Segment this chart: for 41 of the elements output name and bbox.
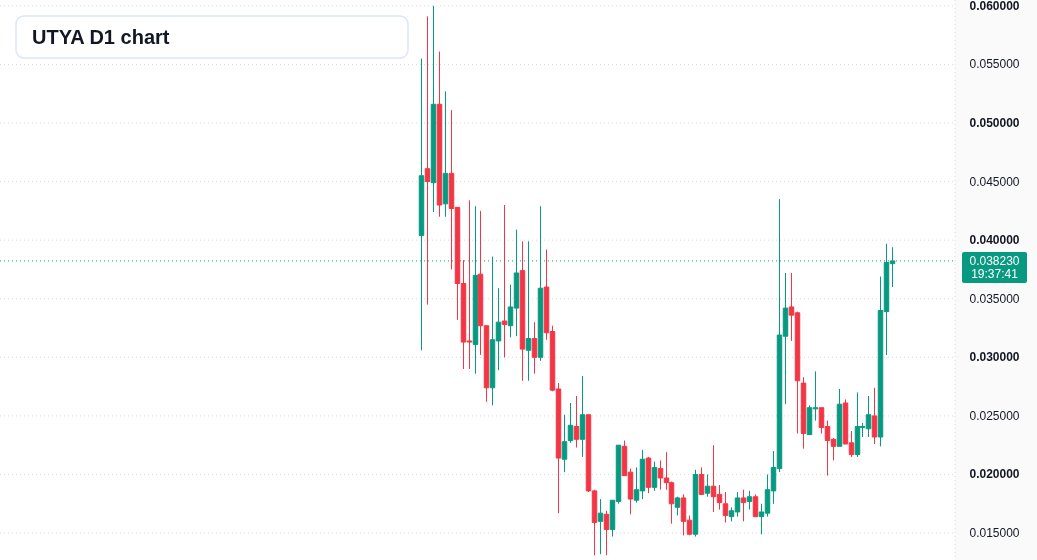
candlestick [651, 461, 658, 492]
candlestick [645, 456, 652, 494]
candlestick [430, 5, 437, 213]
candlestick [836, 388, 843, 447]
candlestick [442, 90, 449, 218]
candlestick [597, 498, 604, 555]
y-tick-label: 0.045000 [969, 174, 1020, 189]
y-tick-label: 0.040000 [969, 233, 1020, 248]
y-tick-label: 0.050000 [969, 116, 1020, 131]
candlestick [871, 387, 878, 445]
y-tick-label: 0.030000 [969, 350, 1020, 365]
candlestick [573, 395, 580, 449]
y-tick-label: 0.015000 [969, 526, 1020, 541]
y-tick-label: 0.060000 [969, 0, 1020, 13]
candlestick [537, 205, 544, 362]
candlestick [561, 414, 568, 473]
ref-line-label: 0.038230 19:37:41 [969, 253, 1020, 281]
y-tick-label: 0.025000 [969, 408, 1020, 423]
candlestick [579, 375, 586, 458]
candlestick [752, 493, 759, 518]
candlestick [722, 491, 729, 524]
candlestick [501, 204, 508, 358]
candlestick [800, 376, 807, 450]
candlestick [746, 490, 753, 511]
candlestick [531, 321, 538, 375]
candlestick [854, 391, 861, 458]
text: UTYA D1 chart [32, 26, 170, 48]
candlestick [704, 473, 711, 498]
y-tick-label: 0.020000 [969, 467, 1020, 482]
candlestick [692, 469, 699, 538]
candlestick [698, 466, 705, 495]
candlestick [424, 15, 431, 306]
candlestick [567, 402, 574, 444]
candlestick [519, 240, 526, 382]
candlestick [525, 240, 532, 382]
candlestick [436, 51, 443, 218]
candlestick [740, 489, 747, 522]
y-tick-label: 0.035000 [969, 291, 1020, 306]
y-tick-label: 0.055000 [969, 57, 1020, 72]
candlestick [674, 496, 681, 516]
candlestick [603, 510, 610, 556]
